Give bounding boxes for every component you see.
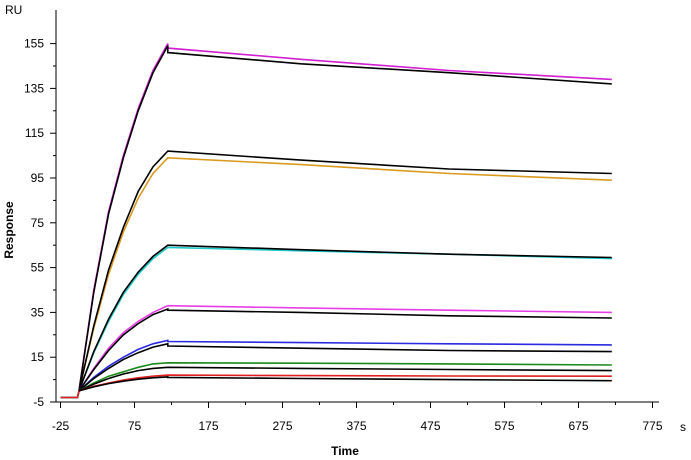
y-tick-label: 55: [31, 261, 45, 275]
x-tick-label: 475: [420, 419, 440, 433]
x-axis-ticks: -25 75 175 275 375 475 575 675 775: [52, 402, 663, 433]
y-unit-label: RU: [5, 3, 22, 17]
x-axis-title: Time: [331, 444, 359, 458]
fitted-curve: [78, 342, 612, 392]
x-tick-label: 575: [494, 419, 514, 433]
fitted-curve: [78, 376, 612, 392]
fitted-curve: [78, 150, 612, 391]
y-tick-label: 75: [31, 216, 45, 230]
y-tick-label: 115: [25, 126, 44, 140]
fitted-curve: [78, 366, 612, 392]
y-tick-label: 95: [31, 171, 45, 185]
x-tick-label: 175: [198, 419, 218, 433]
y-axis-ticks: -5 15 35 55 75 95 115 135 155: [24, 37, 56, 409]
y-tick-label: 135: [24, 81, 44, 95]
fitted-curve: [78, 244, 612, 392]
measured-curve: [60, 156, 612, 399]
sensorgram-2: [60, 150, 612, 399]
sensorgram-7: [60, 374, 612, 399]
y-tick-label: -5: [33, 395, 44, 409]
y-tick-label: 35: [31, 305, 45, 319]
y-tick-label: 15: [31, 350, 45, 364]
x-tick-label: 375: [346, 419, 366, 433]
x-tick-label: 275: [272, 419, 292, 433]
fitted-curve: [78, 45, 612, 391]
measured-curve: [60, 374, 612, 399]
x-unit-label: s: [680, 420, 686, 434]
plot-area: [60, 43, 612, 399]
axes: [55, 10, 659, 403]
x-tick-label: 75: [128, 419, 142, 433]
y-axis-title: Response: [2, 201, 16, 259]
fitted-curve: [78, 307, 612, 392]
x-tick-label: 775: [642, 419, 662, 433]
x-tick-label: -25: [52, 419, 70, 433]
x-tick-label: 675: [568, 419, 588, 433]
y-tick-label: 155: [24, 37, 44, 51]
